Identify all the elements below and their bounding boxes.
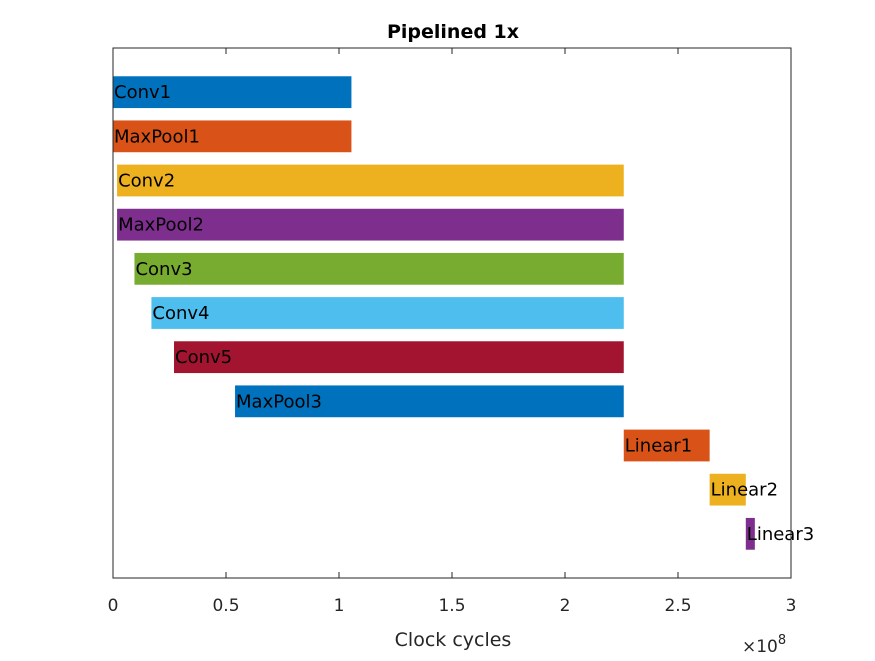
bar-label-linear3: Linear3 bbox=[747, 524, 814, 545]
bar-conv5 bbox=[174, 341, 624, 374]
bar-label-maxpool1: MaxPool1 bbox=[114, 126, 200, 147]
bar-conv1 bbox=[113, 76, 352, 109]
x-tick-label-3: 3 bbox=[786, 596, 797, 616]
bar-conv3 bbox=[134, 252, 624, 285]
bar-label-linear1: Linear1 bbox=[625, 436, 692, 457]
bar-conv2 bbox=[117, 164, 624, 197]
x-axis-multiplier-exponent: 8 bbox=[778, 633, 786, 648]
bar-maxpool3 bbox=[235, 385, 624, 418]
bar-label-conv3: Conv3 bbox=[135, 259, 192, 280]
bar-linear1 bbox=[623, 429, 710, 462]
x-tick-label-2: 2 bbox=[560, 596, 571, 616]
bars-layer: Conv1 MaxPool1 Conv2 MaxPool2 Conv3 Conv4 Conv… bbox=[113, 76, 814, 550]
x-axis-multiplier: ×108 bbox=[742, 633, 786, 656]
x-tick-label-0.5: 0.5 bbox=[212, 596, 239, 616]
bar-label-conv1: Conv1 bbox=[114, 82, 171, 103]
bar-label-conv2: Conv2 bbox=[118, 171, 175, 192]
bar-label-conv5: Conv5 bbox=[175, 347, 232, 368]
x-tick-label-1: 1 bbox=[334, 596, 345, 616]
bar-label-linear2: Linear2 bbox=[711, 480, 778, 501]
x-tick-label-1.5: 1.5 bbox=[438, 596, 465, 616]
chart-title: Pipelined 1x bbox=[387, 21, 519, 43]
bar-maxpool2 bbox=[117, 208, 624, 241]
x-tick-label-2.5: 2.5 bbox=[664, 596, 691, 616]
bar-linear3 bbox=[745, 517, 755, 550]
x-axis-multiplier-base: ×10 bbox=[742, 637, 778, 656]
bar-linear2 bbox=[709, 473, 746, 506]
bar-conv4 bbox=[151, 297, 624, 329]
x-tick-label-0: 0 bbox=[108, 596, 119, 616]
x-axis-label: Clock cycles bbox=[395, 629, 512, 651]
bar-maxpool1 bbox=[113, 120, 352, 153]
bar-label-maxpool2: MaxPool2 bbox=[118, 215, 204, 236]
bar-label-conv4: Conv4 bbox=[152, 303, 209, 324]
bar-label-maxpool3: MaxPool3 bbox=[236, 391, 322, 412]
x-axis-ticks: 0 0.5 1 1.5 2 2.5 3 bbox=[108, 48, 797, 616]
